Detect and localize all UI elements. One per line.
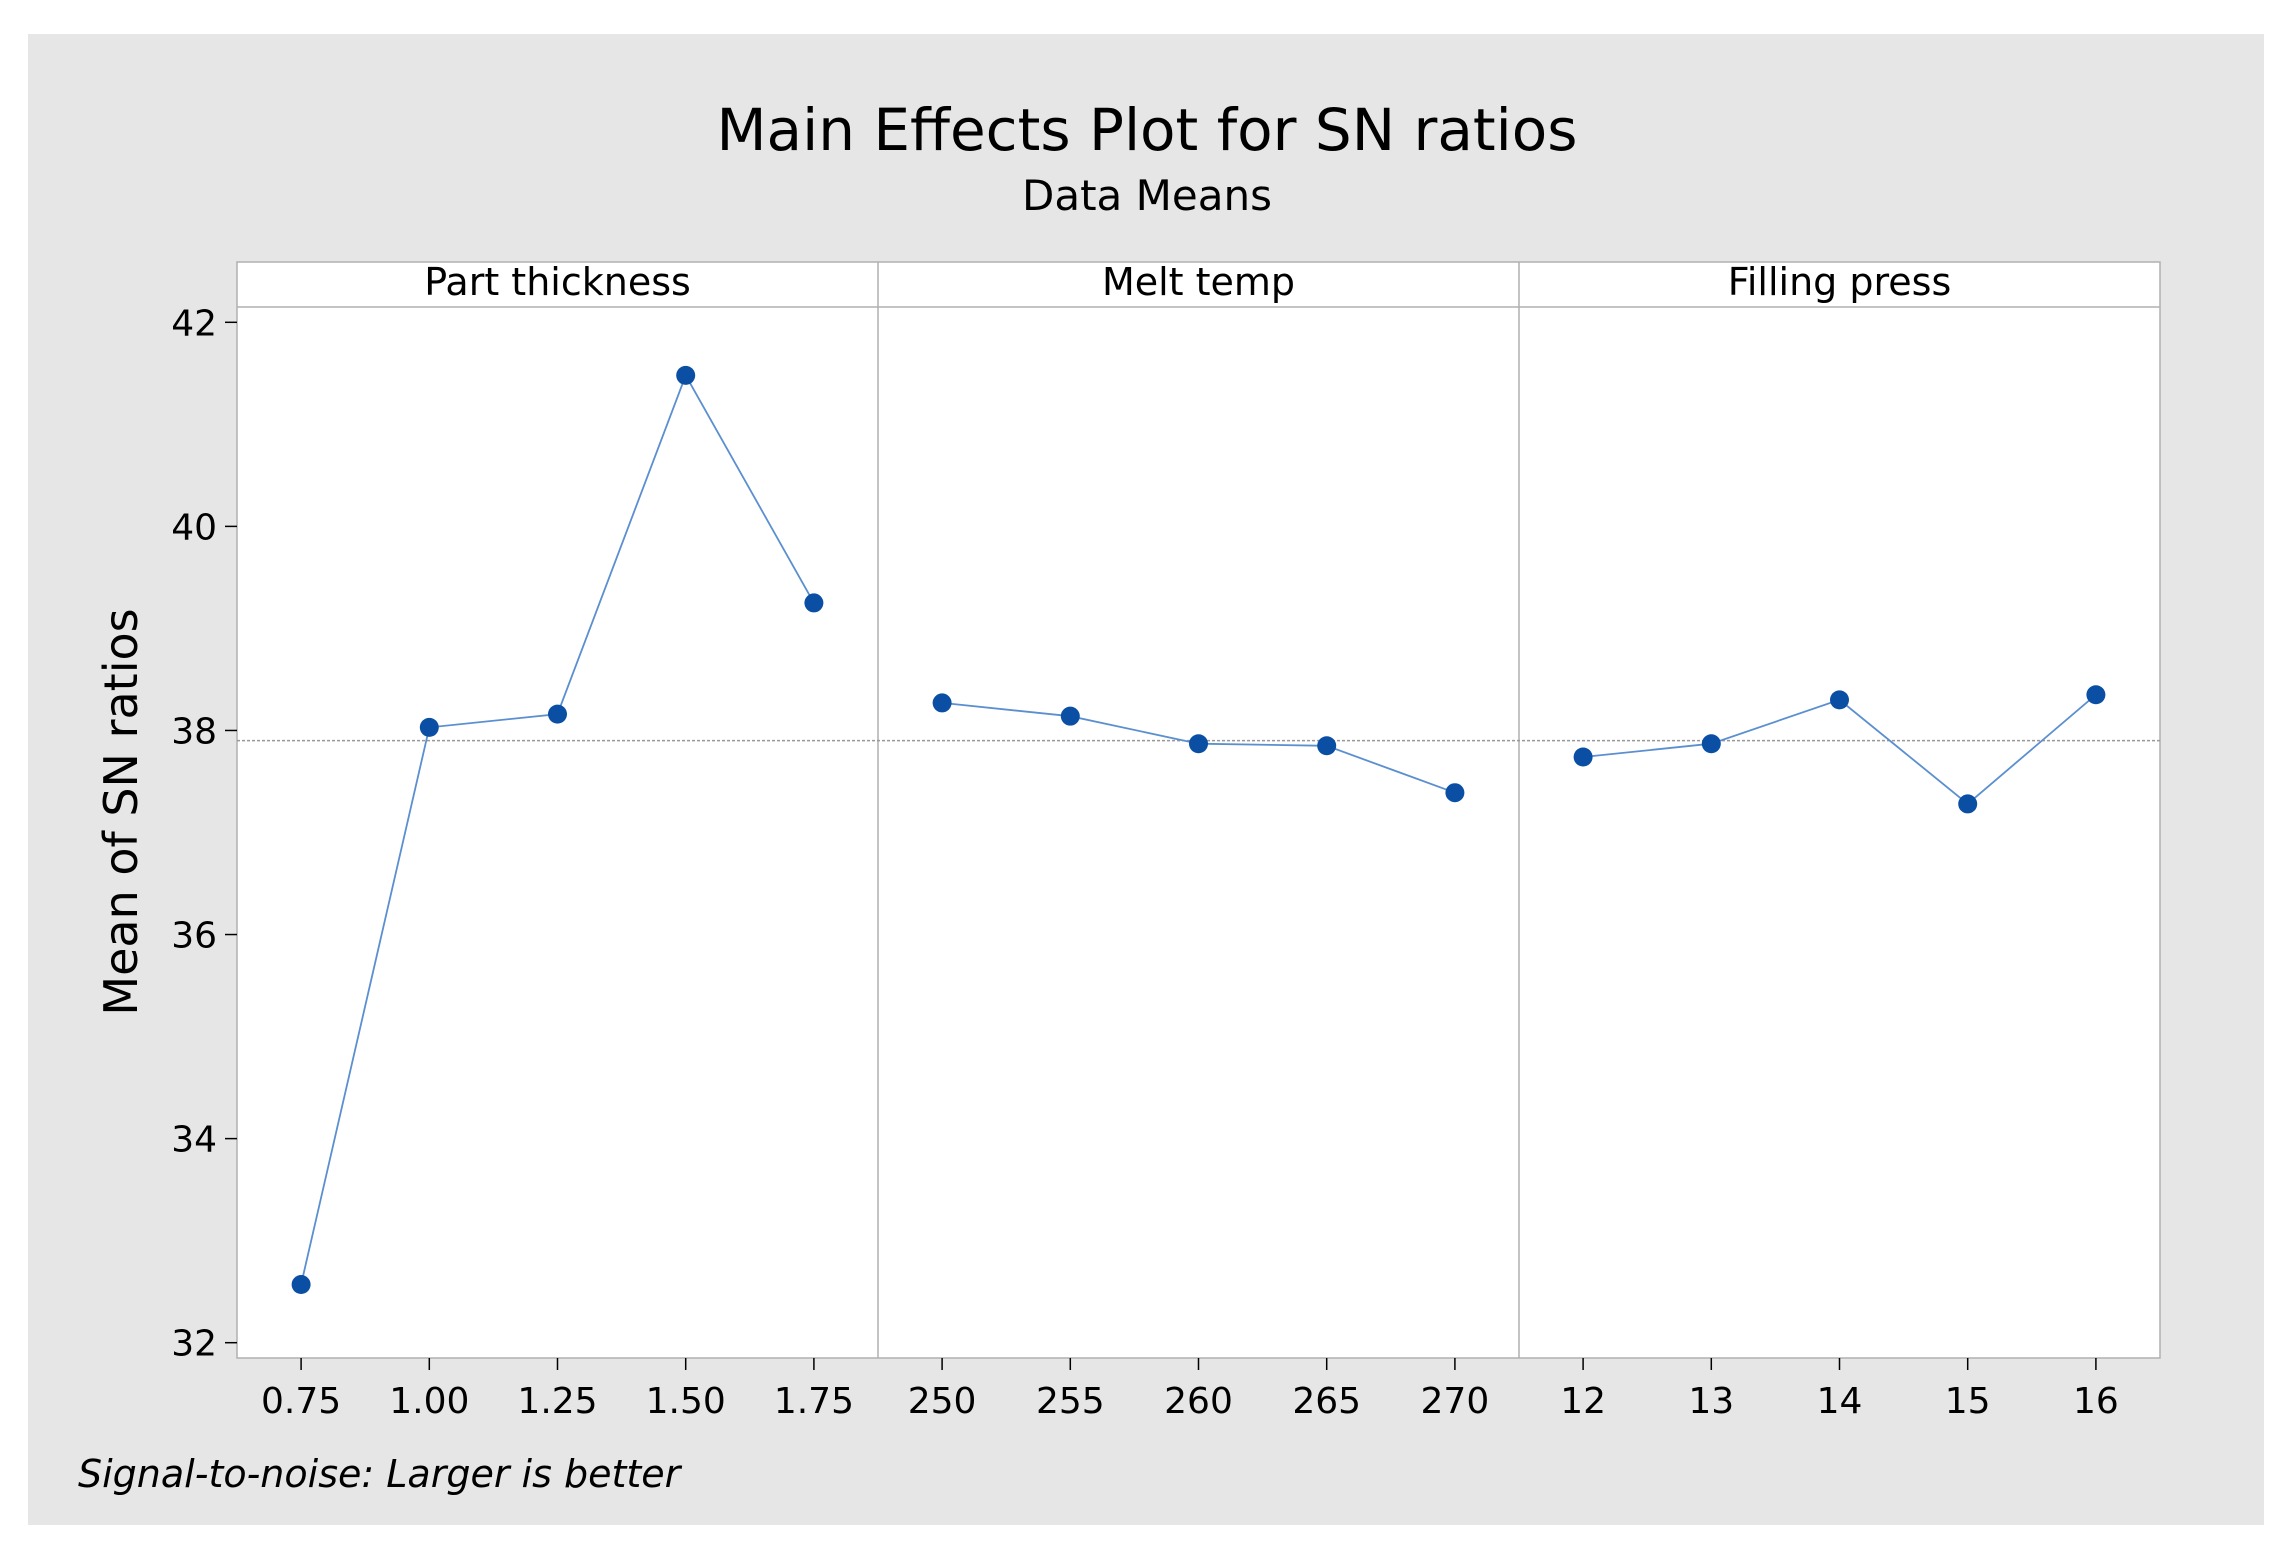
data-point (1958, 794, 1978, 814)
y-axis-label: Mean of SN ratios (94, 608, 148, 1015)
panel-title: Part thickness (424, 260, 691, 304)
chart-footnote: Signal-to-noise: Larger is better (78, 1452, 683, 1496)
x-tick-label: 1.75 (774, 1381, 854, 1422)
data-point (1445, 783, 1465, 803)
plot-area (236, 261, 2161, 1359)
x-tick-label: 0.75 (261, 1381, 341, 1422)
x-tick-label: 260 (1164, 1381, 1233, 1422)
data-point (932, 693, 952, 713)
y-tick-label: 32 (171, 1324, 217, 1365)
x-tick-label: 16 (2073, 1381, 2119, 1422)
x-tick-label: 15 (1945, 1381, 1991, 1422)
data-point (1701, 734, 1721, 754)
x-tick-label: 1.50 (646, 1381, 726, 1422)
x-tick-label: 250 (908, 1381, 977, 1422)
data-point (2086, 685, 2106, 705)
x-tick-label: 1.00 (389, 1381, 469, 1422)
data-point (1830, 690, 1849, 710)
data-point (1317, 736, 1337, 756)
y-tick-label: 36 (171, 916, 217, 957)
chart-subtitle: Data Means (1022, 171, 1272, 220)
y-tick-label: 42 (171, 303, 217, 344)
x-tick-label: 13 (1688, 1381, 1734, 1422)
panel-title: Filling press (1728, 260, 1952, 304)
panel-title: Melt temp (1102, 260, 1295, 304)
data-point (291, 1275, 311, 1295)
x-tick-label: 265 (1292, 1381, 1361, 1422)
y-tick-label: 38 (171, 711, 217, 752)
plot-layer: 32 34 36 38 40 42 Part thickness 0.75 1.00 1.25 1.… (171, 260, 2161, 1422)
data-point (804, 593, 824, 613)
data-point (1189, 734, 1208, 754)
x-tick-label: 12 (1560, 1381, 1606, 1422)
x-tick-label: 1.25 (517, 1381, 597, 1422)
y-tick-label: 40 (171, 507, 217, 548)
data-point (1060, 706, 1080, 726)
x-tick-label: 255 (1036, 1381, 1105, 1422)
x-tick-label: 14 (1817, 1381, 1863, 1422)
data-point (1573, 747, 1593, 767)
data-point (676, 365, 696, 385)
data-point (419, 717, 439, 737)
data-point (548, 704, 567, 724)
y-tick-label: 34 (171, 1120, 217, 1161)
chart-title: Main Effects Plot for SN ratios (717, 96, 1578, 164)
x-tick-label: 270 (1421, 1381, 1490, 1422)
